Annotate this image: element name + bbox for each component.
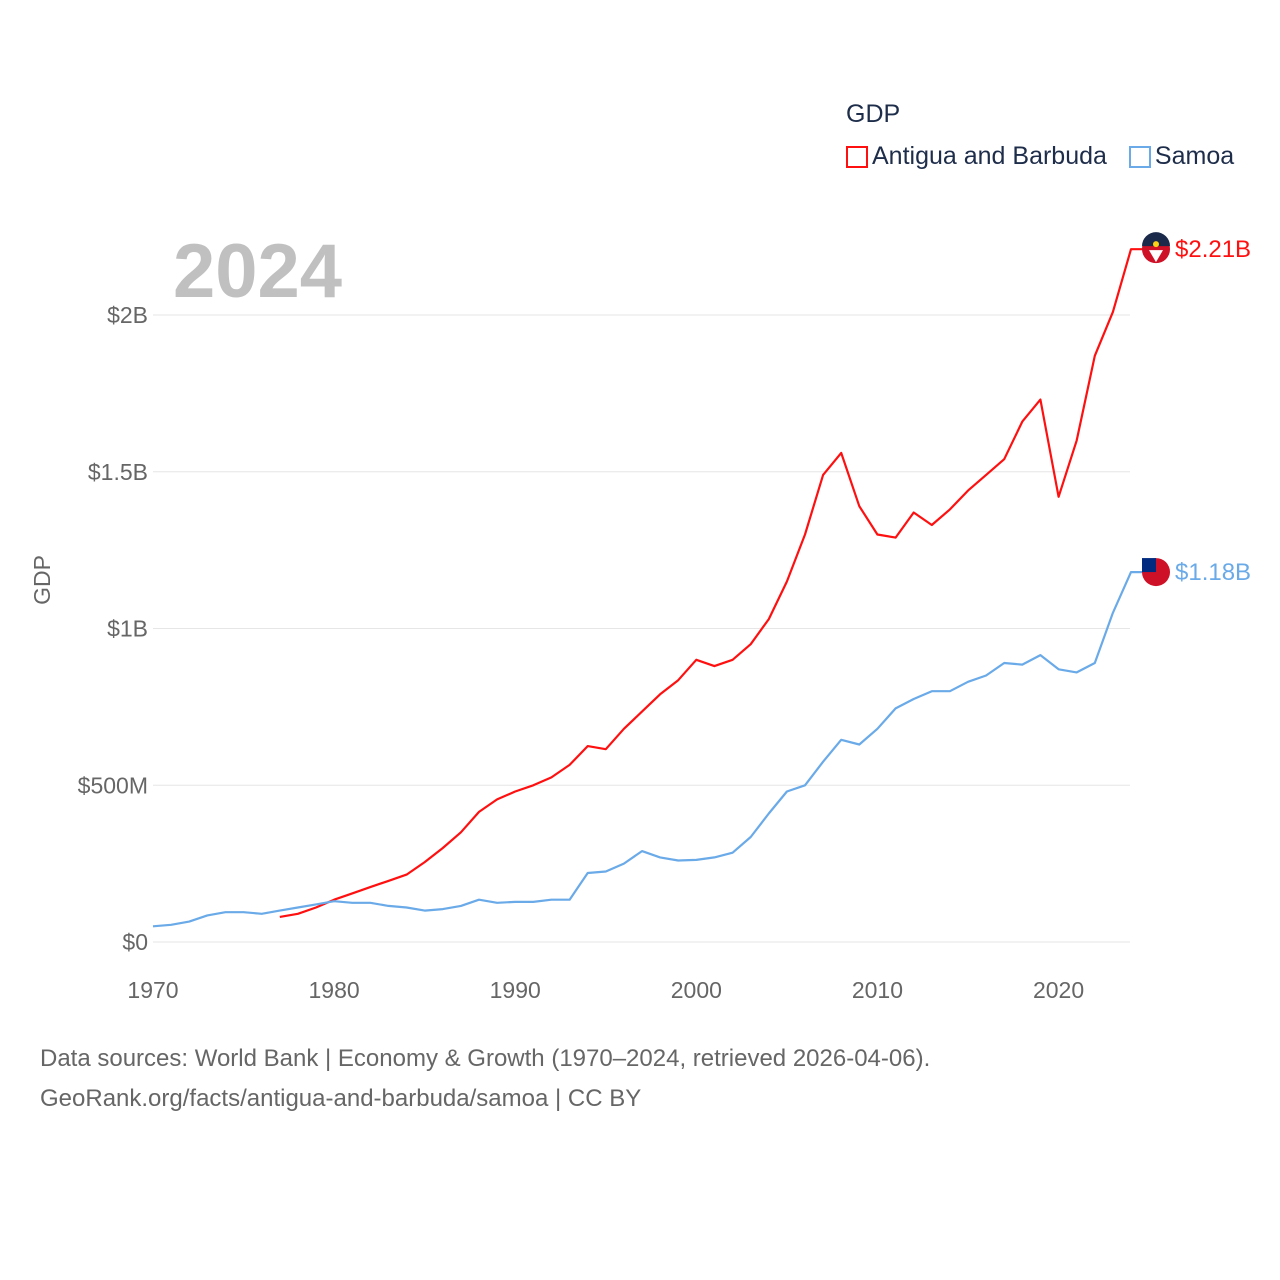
x-tick-label: 1990: [490, 977, 541, 1003]
year-label: 2024: [173, 229, 343, 314]
legend-item-antigua[interactable]: Antigua and Barbuda: [846, 142, 1107, 171]
end-value-label: $1.18B: [1175, 559, 1251, 586]
footer-link[interactable]: GeoRank.org/facts/antigua-and-barbuda/sa…: [40, 1085, 642, 1112]
y-axis-label: GDP: [29, 555, 55, 605]
series-line-samoa: [152, 570, 1145, 928]
legend-swatch: [846, 145, 868, 168]
legend-label: Antigua and Barbuda: [872, 142, 1107, 170]
legend-label: Samoa: [1154, 142, 1235, 170]
y-tick-label: $0: [122, 929, 148, 955]
x-tick-label: 2020: [1033, 977, 1084, 1003]
legend: Antigua and Barbuda Samoa: [846, 142, 1248, 171]
flag-top: [1142, 232, 1170, 247]
x-tick-label: 1970: [127, 977, 178, 1003]
x-tick-label: 1980: [309, 977, 360, 1003]
legend-title: GDP: [846, 100, 901, 128]
y-tick-label: $2B: [107, 302, 148, 328]
footer-sources: Data sources: World Bank | Economy & Gro…: [40, 1045, 931, 1072]
legend-item-samoa[interactable]: Samoa: [1128, 142, 1235, 171]
flag-canton: [1142, 558, 1156, 573]
end-value-label: $2.21B: [1175, 236, 1251, 263]
x-tick-label: 2000: [671, 977, 722, 1003]
flag-sun: [1153, 241, 1159, 248]
y-tick-label: $500M: [78, 772, 148, 798]
y-tick-label: $1.5B: [88, 459, 148, 485]
series-line-antigua: [279, 248, 1145, 918]
y-tick-label: $1B: [107, 616, 148, 642]
legend-swatch: [1128, 145, 1151, 168]
flag-triangle: [1149, 250, 1163, 263]
x-tick-label: 2010: [852, 977, 903, 1003]
